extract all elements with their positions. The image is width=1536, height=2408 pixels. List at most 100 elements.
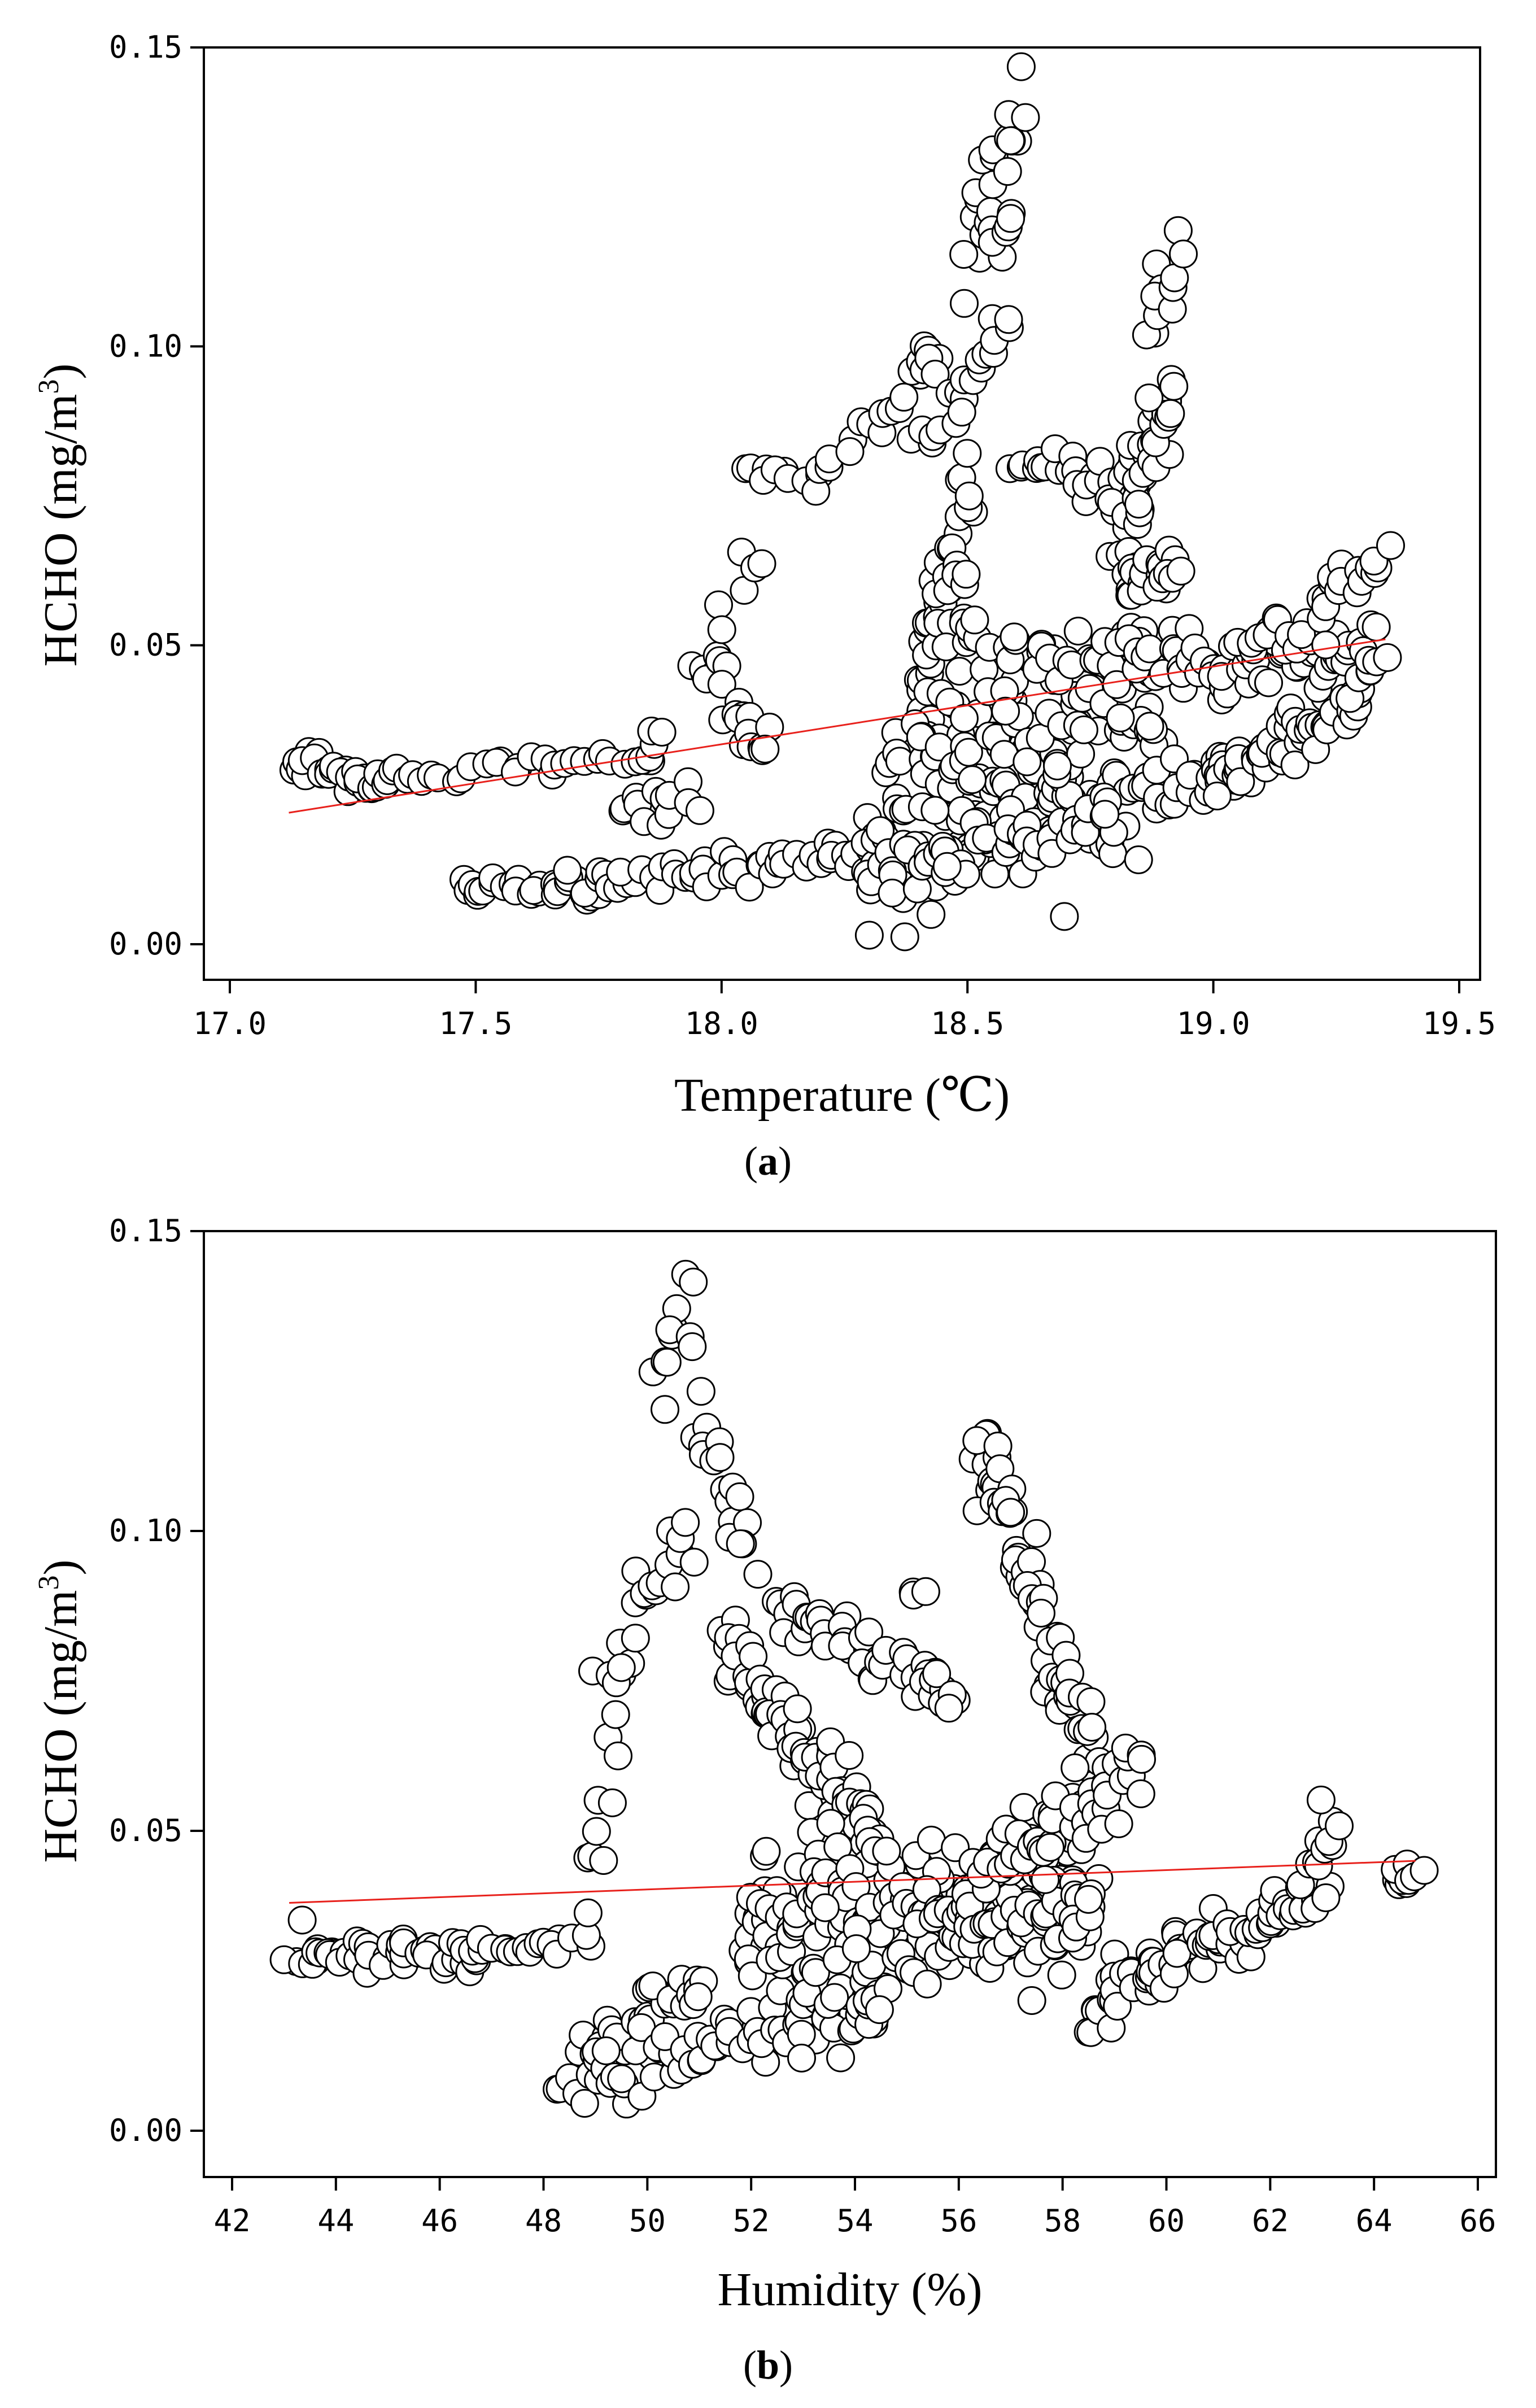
- x-axis-label-a: Temperature (℃): [674, 1069, 1010, 1122]
- y-tick-label: 0.00: [109, 2113, 182, 2148]
- data-point: [996, 1498, 1026, 1527]
- x-tick-label: 42: [213, 2203, 250, 2239]
- data-point: [1226, 767, 1255, 796]
- data-point: [994, 305, 1023, 334]
- y-tick-label: 0.05: [109, 1813, 182, 1848]
- data-point: [1162, 1939, 1192, 1968]
- data-point: [1166, 556, 1195, 586]
- data-point: [287, 1905, 317, 1935]
- data-point: [1027, 1599, 1055, 1628]
- data-point: [960, 605, 989, 635]
- data-point: [835, 437, 865, 466]
- x-tick-label: 17.0: [193, 1006, 267, 1041]
- data-point: [1036, 1833, 1064, 1862]
- data-point: [1050, 902, 1079, 931]
- data-point: [934, 1694, 963, 1723]
- data-point: [678, 1332, 707, 1362]
- x-tick-label: 52: [733, 2203, 770, 2239]
- data-point: [1063, 617, 1093, 645]
- data-point: [949, 240, 979, 269]
- data-point: [1156, 399, 1185, 428]
- data-point: [1306, 1785, 1336, 1814]
- data-point: [1017, 1986, 1046, 2015]
- data-point: [573, 1898, 603, 1927]
- data-point: [601, 1700, 630, 1729]
- data-point: [826, 2043, 856, 2073]
- data-point: [1126, 1779, 1155, 1808]
- data-point: [952, 560, 981, 589]
- data-point: [1074, 1884, 1103, 1914]
- data-point: [949, 704, 979, 733]
- x-tick-label: 18.5: [931, 1006, 1004, 1041]
- data-point: [553, 856, 582, 885]
- data-point: [1077, 1713, 1107, 1742]
- x-tick-label: 50: [629, 2203, 666, 2239]
- data-point: [1373, 643, 1402, 672]
- x-tick-label: 18.0: [685, 1006, 758, 1041]
- data-point: [1076, 1687, 1106, 1716]
- x-tick-label: 58: [1044, 2203, 1081, 2239]
- data-point: [752, 1836, 781, 1866]
- data-point: [917, 1825, 946, 1855]
- y-tick-label: 0.10: [109, 1513, 182, 1548]
- data-point: [743, 1560, 773, 1589]
- data-point: [1410, 1856, 1439, 1885]
- data-point: [950, 289, 979, 318]
- y-axis-label-a: HCHO (mg/m3): [33, 364, 87, 667]
- data-point: [1311, 1883, 1341, 1912]
- data-point: [913, 1969, 942, 1999]
- data-point: [591, 2036, 621, 2065]
- y-tick-label: 0.05: [109, 627, 182, 663]
- data-point: [570, 2089, 599, 2118]
- data-point: [787, 2043, 816, 2073]
- data-point: [726, 1529, 755, 1559]
- data-point: [589, 1846, 618, 1875]
- x-tick-label: 19.5: [1422, 1006, 1496, 1041]
- data-point: [1254, 668, 1283, 697]
- data-point: [679, 1547, 709, 1577]
- data-point: [996, 204, 1026, 233]
- data-point: [582, 1817, 611, 1846]
- data-point: [1202, 782, 1232, 810]
- data-point: [1104, 1809, 1133, 1838]
- data-point: [750, 734, 780, 764]
- scatter-points-a: [279, 52, 1405, 952]
- panel-a: 17.0 17.5 18.0 18.5 19.0 19.5 0.00 0.05 0.10 0.1…: [33, 29, 1496, 1184]
- y-tick-label: 0.00: [109, 926, 182, 962]
- data-point: [679, 1267, 708, 1297]
- x-tick-label: 64: [1356, 2203, 1393, 2239]
- data-point: [686, 1377, 715, 1406]
- data-point: [1127, 1744, 1156, 1774]
- data-point: [996, 126, 1026, 155]
- data-point: [854, 1617, 884, 1647]
- data-point: [1069, 715, 1098, 744]
- y-axis-label-b: HCHO (mg/m3): [33, 1560, 87, 1863]
- data-point: [1013, 747, 1042, 777]
- x-tick-label: 46: [421, 2203, 458, 2239]
- data-point: [993, 157, 1022, 186]
- x-ticks-a: 17.0 17.5 18.0 18.5 19.0 19.5: [193, 980, 1496, 1041]
- data-point: [1011, 103, 1040, 132]
- data-point: [841, 1934, 871, 1964]
- data-point: [1362, 612, 1391, 642]
- data-point: [878, 878, 907, 908]
- x-tick-label: 60: [1148, 2203, 1185, 2239]
- y-axis-label-a-superscript: 3: [33, 379, 65, 394]
- data-point: [1280, 751, 1310, 779]
- x-ticks-b: 42 44 46 48 50 52 54 56 58 60 62 64 66: [213, 2177, 1496, 2239]
- data-point: [1103, 1992, 1132, 2021]
- y-axis-label-b-superscript: 3: [33, 1575, 65, 1590]
- data-point: [621, 1624, 650, 1653]
- data-point: [1043, 751, 1072, 780]
- trendline-b: [289, 1860, 1416, 1904]
- data-point: [1047, 1960, 1076, 1990]
- data-point: [707, 615, 736, 644]
- y-ticks-b: 0.00 0.05 0.10 0.15: [109, 1213, 204, 2148]
- data-point: [1135, 634, 1164, 664]
- data-point: [651, 1395, 679, 1424]
- data-point: [597, 1788, 627, 1817]
- y-tick-label: 0.10: [109, 328, 182, 364]
- data-point: [920, 796, 950, 825]
- x-tick-label: 44: [317, 2203, 354, 2239]
